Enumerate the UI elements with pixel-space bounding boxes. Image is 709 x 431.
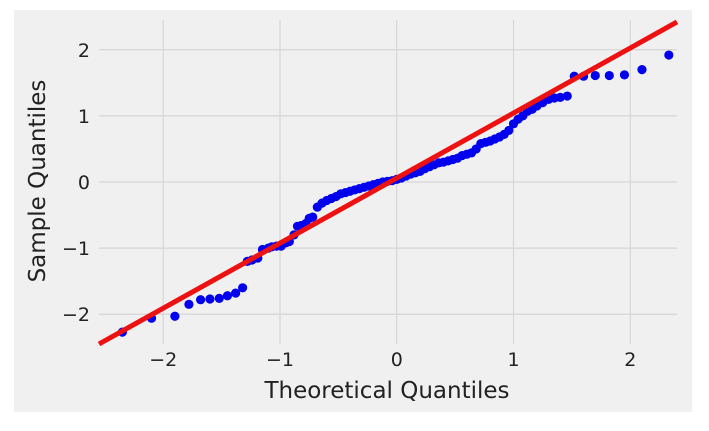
- data-point: [205, 294, 215, 304]
- data-point: [604, 70, 614, 81]
- data-point: [619, 70, 630, 80]
- x-tick-label: 0: [391, 349, 403, 371]
- data-point: [238, 283, 248, 293]
- y-tick-label: −1: [62, 238, 90, 260]
- data-point: [195, 295, 206, 305]
- y-axis-label: Sample Quantiles: [25, 80, 51, 283]
- sample-points: [117, 50, 674, 337]
- y-tick-label: 1: [78, 106, 90, 128]
- x-tick-label: 2: [624, 349, 636, 371]
- reference-line: [97, 19, 679, 347]
- x-tick-label: −2: [149, 349, 177, 371]
- data-point: [664, 50, 674, 60]
- data-point: [590, 70, 600, 81]
- data-point: [170, 311, 180, 321]
- data-point: [504, 125, 514, 136]
- y-tick-label: −2: [62, 304, 90, 326]
- y-tick-label: 2: [78, 40, 90, 62]
- data-point: [562, 91, 572, 101]
- data-point: [308, 212, 318, 222]
- y-tick-label: 0: [78, 172, 90, 194]
- x-axis-label: Theoretical Quantiles: [263, 378, 509, 404]
- data-point: [231, 288, 241, 298]
- data-point: [214, 293, 224, 303]
- x-tick-label: 1: [507, 349, 519, 371]
- tick-labels: −2 −1 0 1 2 −2 −1 0 1 2: [62, 40, 636, 371]
- data-point: [555, 92, 565, 102]
- data-point: [637, 64, 647, 75]
- data-point: [222, 291, 233, 301]
- x-tick-label: −1: [266, 349, 294, 371]
- data-point: [184, 299, 194, 309]
- reference-line-group: [97, 19, 679, 347]
